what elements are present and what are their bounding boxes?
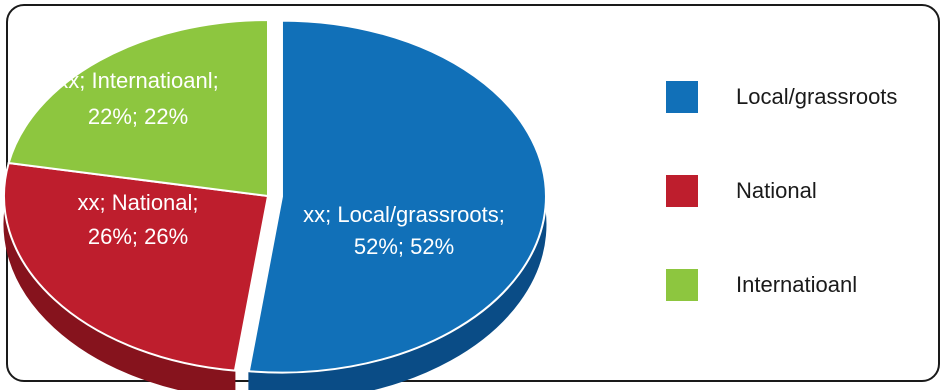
pie-tops <box>3 18 547 374</box>
legend-swatch-international <box>666 269 698 301</box>
pie-slice-local <box>247 19 547 374</box>
data-label-international-line1: xx; Internatioanl; <box>57 68 218 93</box>
data-label-local-line1: xx; Local/grassroots; <box>303 202 505 227</box>
legend-label-national: National <box>736 178 817 203</box>
legend-swatch-national <box>666 175 698 207</box>
legend-label-international: Internatioanl <box>736 272 858 297</box>
data-label-national-line2: 26%; 26% <box>88 224 188 249</box>
legend-label-local: Local/grassroots <box>736 84 898 109</box>
legend-item-international: Internatioanl <box>666 266 936 304</box>
legend-swatch-local <box>666 81 698 113</box>
legend-item-local: Local/grassroots <box>666 78 936 116</box>
legend-item-national: National <box>666 172 936 210</box>
pie-slice-national <box>3 161 270 372</box>
pie-labels: xx; Local/grassroots; 52%; 52% xx; Nationa… <box>57 68 505 259</box>
data-label-local-line2: 52%; 52% <box>354 234 454 259</box>
data-label-national-line1: xx; National; <box>77 190 198 215</box>
legend: Local/grassroots National Internatioanl <box>666 78 936 360</box>
data-label-international-line2: 22%; 22% <box>88 104 188 129</box>
pie-slice-international <box>7 18 269 198</box>
